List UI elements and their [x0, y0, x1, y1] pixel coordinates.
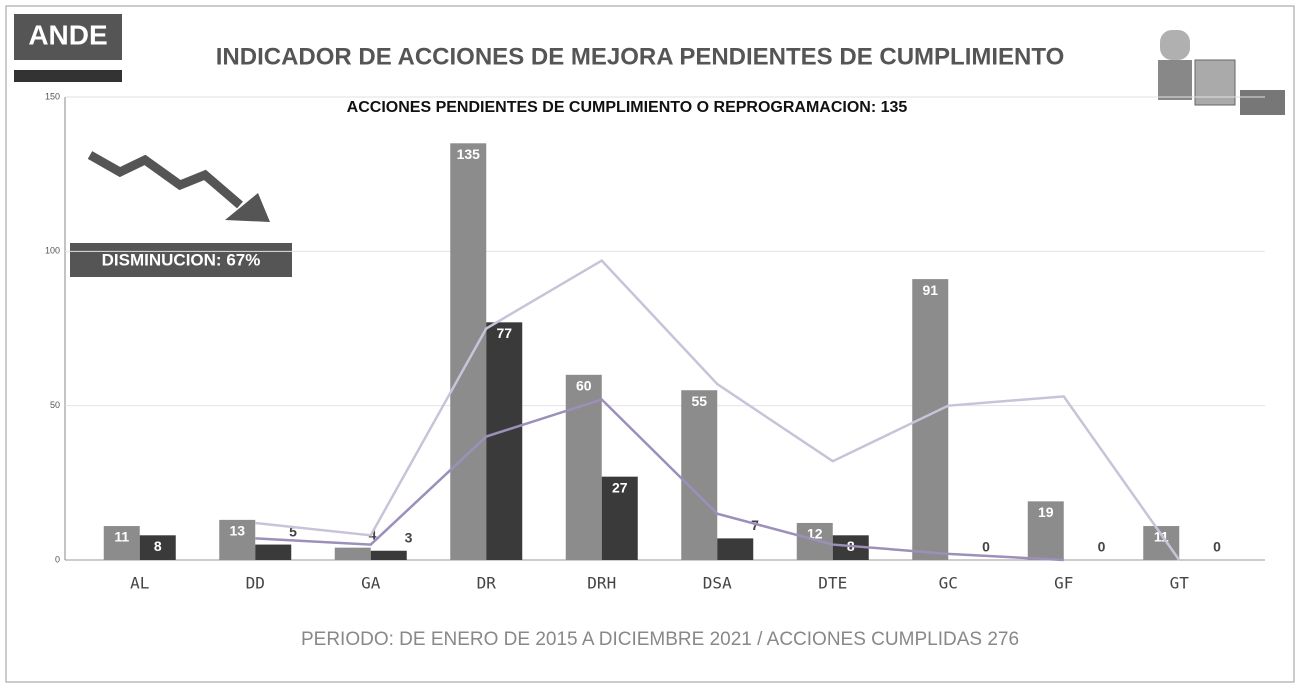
- x-tick-label: DSA: [703, 574, 732, 593]
- bar: [566, 375, 602, 560]
- x-tick-label: DD: [246, 574, 265, 593]
- bar: [255, 545, 291, 560]
- x-tick-label: GT: [1170, 574, 1190, 593]
- y-tick-label: 150: [45, 91, 60, 101]
- chart: ANDE INDICADOR DE ACCIONES DE MEJORA PEN…: [0, 0, 1302, 688]
- bar: [371, 551, 407, 560]
- value-label: 8: [154, 538, 162, 554]
- value-label: 11: [114, 529, 129, 545]
- value-label: 55: [691, 393, 707, 409]
- y-tick-label: 0: [55, 554, 60, 564]
- value-label: 60: [576, 378, 592, 394]
- value-label: 135: [457, 146, 481, 162]
- bar: [450, 143, 486, 560]
- y-tick-label: 50: [50, 400, 60, 410]
- bar: [681, 390, 717, 560]
- footer: PERIODO: DE ENERO DE 2015 A DICIEMBRE 20…: [301, 629, 1019, 650]
- x-tick-label: DRH: [587, 574, 616, 593]
- x-tick-label: GC: [939, 574, 958, 593]
- value-label: 3: [405, 529, 413, 545]
- value-label: 13: [229, 523, 245, 539]
- bar: [717, 538, 753, 560]
- annotation: DISMINUCION: 67%: [102, 250, 261, 269]
- y-tick-label: 100: [45, 246, 60, 256]
- bar: [335, 548, 371, 560]
- bar: [486, 322, 522, 560]
- logo: ANDE: [28, 19, 107, 50]
- x-tick-label: DR: [477, 574, 497, 593]
- logo-bar: [14, 70, 122, 82]
- value-label: 0: [982, 539, 990, 555]
- value-label: 0: [1098, 539, 1106, 555]
- subtitle: ACCIONES PENDIENTES DE CUMPLIMIENTO O RE…: [347, 99, 908, 116]
- x-tick-label: GA: [361, 574, 381, 593]
- x-tick-label: AL: [130, 574, 149, 593]
- value-label: 0: [1213, 539, 1221, 555]
- value-label: 27: [612, 479, 628, 495]
- chart-title: INDICADOR DE ACCIONES DE MEJORA PENDIENT…: [216, 43, 1065, 70]
- value-label: 77: [496, 325, 512, 341]
- value-label: 91: [922, 282, 938, 298]
- value-label: 19: [1038, 504, 1054, 520]
- x-tick-label: DTE: [818, 574, 847, 593]
- x-tick-label: GF: [1054, 574, 1073, 593]
